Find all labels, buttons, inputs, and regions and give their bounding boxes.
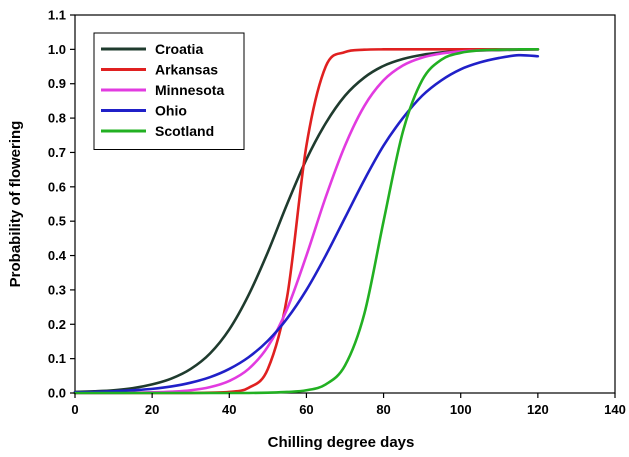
y-tick-label: 0.9 — [48, 76, 66, 91]
legend-label-arkansas: Arkansas — [155, 62, 218, 78]
x-tick-label: 120 — [527, 402, 549, 417]
y-tick-label: 0.6 — [48, 179, 66, 194]
x-tick-label: 40 — [222, 402, 236, 417]
y-axis-title: Probability of flowering — [7, 121, 24, 288]
y-tick-label: 0.4 — [48, 248, 67, 263]
x-tick-label: 140 — [604, 402, 626, 417]
y-tick-label: 0.2 — [48, 317, 66, 332]
y-tick-label: 1.1 — [48, 8, 66, 23]
x-tick-label: 100 — [450, 402, 472, 417]
legend-label-ohio: Ohio — [155, 103, 187, 119]
legend-label-minnesota: Minnesota — [155, 82, 224, 98]
y-tick-label: 0.7 — [48, 145, 66, 160]
y-tick-label: 0.3 — [48, 282, 66, 297]
y-tick-label: 0.5 — [48, 214, 66, 229]
x-axis-title: Chilling degree days — [268, 434, 415, 451]
y-tick-label: 0.1 — [48, 351, 66, 366]
y-tick-label: 1.0 — [48, 42, 66, 57]
legend-label-scotland: Scotland — [155, 123, 214, 139]
legend-label-croatia: Croatia — [155, 41, 203, 57]
x-tick-label: 20 — [145, 402, 159, 417]
x-tick-label: 60 — [299, 402, 313, 417]
x-tick-label: 0 — [71, 402, 78, 417]
y-tick-label: 0.8 — [48, 111, 66, 126]
axis-ticks: 0 20 40 60 80 100 120 140 0.0 0.1 0.2 0.3 0.4 0.5 0.6 0… — [48, 8, 626, 418]
plot-frame — [74, 14, 616, 394]
series-line-ohio — [73, 53, 540, 394]
x-tick-label: 80 — [376, 402, 390, 417]
y-tick-label: 0.0 — [48, 386, 66, 401]
legend: Croatia Arkansas Minnesota Ohio Scotland — [93, 32, 245, 150]
